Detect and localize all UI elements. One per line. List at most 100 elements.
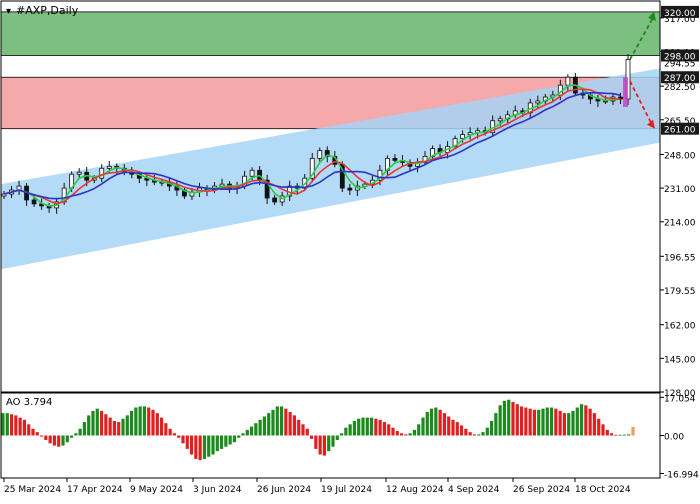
ao-bar	[177, 435, 181, 438]
candle-body	[603, 100, 608, 103]
ao-bar	[301, 424, 305, 436]
candle-body	[219, 183, 225, 187]
ao-bar	[515, 404, 519, 436]
ao-bar	[99, 410, 104, 436]
ao-bar	[451, 419, 455, 436]
ao-tick-label: 17.054	[664, 394, 696, 404]
ao-bar	[627, 434, 631, 436]
ao-bar	[198, 435, 202, 461]
ao-bar	[395, 431, 399, 436]
ao-bar	[588, 408, 592, 436]
ao-bar	[524, 407, 528, 436]
ao-bar	[391, 427, 395, 436]
ao-bar	[228, 435, 232, 445]
ao-bar	[14, 415, 18, 436]
candle-body	[1, 193, 7, 197]
price-label-text: 261.00	[664, 126, 696, 136]
ao-bar	[331, 435, 335, 447]
ao-bar	[31, 428, 35, 436]
ao-bar	[181, 435, 185, 444]
oscillator-pane[interactable]	[0, 392, 661, 479]
ao-bar	[258, 419, 262, 436]
y-tick-label: 317.00	[664, 15, 696, 25]
price-pane[interactable]	[0, 0, 661, 393]
symbol-dropdown-icon[interactable]: ▾	[6, 6, 11, 17]
y-tick-label: 214.00	[664, 219, 696, 229]
ao-bar	[117, 422, 121, 436]
ao-bar	[275, 406, 279, 436]
ao-bar	[262, 416, 267, 436]
ao-bar	[425, 412, 429, 436]
ao-bar	[138, 406, 142, 436]
green-zone	[0, 11, 661, 56]
target-down-arrowhead	[647, 119, 655, 129]
ao-bar	[472, 434, 477, 436]
last-bar-highlight	[623, 77, 628, 107]
candle-body	[565, 76, 571, 86]
axes: 317.00299.99282.50265.50248.00231.00214.…	[3, 5, 699, 495]
ao-bar	[417, 424, 421, 436]
ao-bar	[318, 435, 322, 455]
ao-bar	[108, 417, 112, 436]
candle-body	[460, 134, 466, 139]
ao-bar	[104, 414, 108, 436]
ao-bar	[147, 407, 151, 436]
ao-bar	[519, 406, 524, 436]
candle-body	[249, 169, 255, 177]
y-tick-label: 145.00	[664, 355, 696, 365]
ao-bar	[442, 413, 447, 436]
target-up-arrowhead	[648, 11, 656, 21]
ao-bar	[224, 435, 228, 447]
price-label-box	[661, 5, 699, 18]
ao-bar	[601, 424, 605, 436]
ao-bar	[537, 409, 541, 436]
ao-bar	[202, 435, 207, 459]
ao-bar	[374, 418, 378, 436]
ao-bar	[1, 413, 5, 436]
ao-bar	[528, 408, 532, 436]
ao-bar	[284, 408, 288, 436]
symbol-title: #AXP,Daily	[16, 4, 79, 17]
ao-bar	[314, 435, 318, 449]
ao-bar	[404, 434, 408, 436]
ao-bar	[549, 407, 554, 436]
ao-bar	[22, 419, 27, 436]
ao-bar	[554, 408, 558, 436]
ao-bar	[387, 424, 391, 436]
x-tick-label: 26 Sep 2024	[513, 485, 570, 495]
ao-bar	[134, 407, 138, 436]
ao-bar	[39, 435, 44, 437]
ao-bar	[481, 432, 485, 436]
ao-tick-label: -16.994	[664, 471, 699, 481]
y-tick-label: 282.50	[664, 83, 696, 93]
ao-bar	[485, 427, 489, 436]
ao-bar	[592, 413, 597, 436]
candle-body	[99, 167, 105, 179]
ao-bar	[378, 419, 382, 436]
ao-bar	[614, 434, 618, 436]
candle-body	[264, 179, 270, 199]
ao-bar	[288, 412, 292, 436]
candle-body	[76, 171, 82, 175]
ao-bar	[464, 428, 468, 436]
candle-body	[347, 187, 353, 191]
candle-body	[106, 165, 112, 169]
ao-bar	[237, 435, 241, 438]
ao-bar	[232, 435, 237, 443]
ao-bar	[575, 407, 579, 436]
ao-bar	[44, 435, 48, 440]
candle-body	[497, 118, 503, 122]
x-tick-label: 25 Mar 2024	[4, 485, 61, 495]
candle-body	[324, 150, 330, 157]
y-tick-label: 265.50	[664, 117, 696, 127]
ao-bar	[541, 408, 545, 436]
ao-bar	[459, 425, 464, 436]
price-pane-frame	[0, 0, 661, 393]
trend-channel	[1, 68, 660, 270]
price-label-box	[661, 71, 699, 84]
ao-bar	[305, 428, 309, 436]
ao-bar	[579, 404, 584, 436]
price-label-box	[661, 49, 699, 62]
ao-bar	[348, 424, 352, 436]
